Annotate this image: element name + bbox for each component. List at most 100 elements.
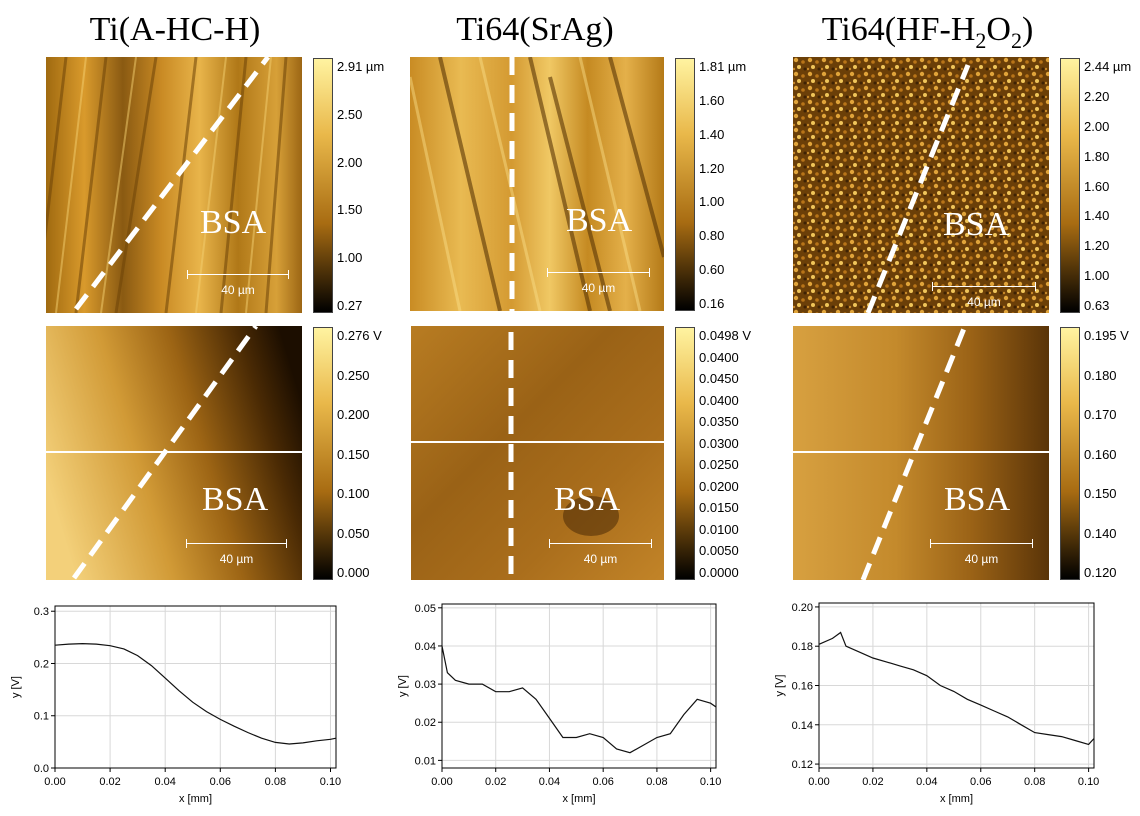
bsa-label-kpfm-3: BSA (944, 481, 1011, 518)
colorbar-tick-label: 1.40 (699, 126, 725, 142)
colorbar-tick-label: 0.0450 (699, 371, 739, 387)
y-tick-label: 0.02 (415, 717, 436, 729)
colorbar-topo-3 (1060, 58, 1080, 313)
colorbar-tick-label: 0.170 (1084, 407, 1117, 422)
colorbar-topo-1 (313, 58, 333, 313)
colorbar-tick-label: 0.63 (1084, 298, 1110, 313)
colorbar-topo-2 (675, 58, 695, 311)
scale-label-topo-3: 40 µm (967, 295, 1001, 309)
y-tick-label: 0.1 (34, 711, 49, 723)
series-line (441, 645, 717, 754)
colorbar-kpfm-2 (675, 327, 695, 580)
scale-bar-kpfm-2 (549, 537, 652, 551)
x-tick-label: 0.08 (265, 776, 286, 788)
y-tick-label: 0.12 (792, 759, 813, 771)
y-tick-label: 0.0 (34, 763, 49, 775)
x-tick-label: 0.02 (485, 776, 506, 788)
colorbar-tick-label: 1.81 µm (699, 59, 747, 74)
colorbar-tick-label: 0.120 (1084, 565, 1117, 580)
x-axis-label: x [mm] (563, 793, 596, 805)
scale-bar-topo-2 (547, 266, 650, 280)
plot-frame (818, 602, 1095, 769)
bsa-label-topo-2: BSA (566, 202, 633, 239)
x-tick-label: 0.10 (320, 776, 341, 788)
panel-title-2: Ti64(SrAg) (456, 11, 614, 48)
colorbar-tick-label: 0.276 V (337, 328, 382, 343)
series-line (54, 642, 337, 745)
colorbar-tick-label: 0.0100 (699, 521, 739, 537)
topography-map-2 (410, 57, 664, 311)
x-tick-label: 0.00 (431, 776, 452, 788)
colorbar-tick-label: 2.20 (1084, 88, 1110, 104)
colorbar-tick-label: 0.0150 (699, 500, 739, 516)
colorbar-tick-label: 0.195 V (1084, 328, 1129, 343)
x-axis-label: x [mm] (940, 793, 973, 805)
colorbar-tick-label: 1.60 (1084, 178, 1110, 194)
colorbar-tick-label: 0.27 (337, 298, 363, 313)
kpfm-map-2 (411, 326, 664, 580)
x-tick-label: 0.08 (1024, 776, 1045, 788)
colorbar-tick-label: 2.00 (1084, 118, 1110, 134)
colorbar-tick-label: 0.140 (1084, 525, 1117, 541)
bsa-label-topo-1: BSA (200, 204, 267, 241)
colorbar-tick-label: 0.16 (699, 296, 725, 311)
x-tick-label: 0.00 (808, 776, 829, 788)
x-tick-label: 0.10 (1078, 776, 1099, 788)
panel-title-3: Ti64(HF-H2O2) (821, 11, 1034, 53)
x-tick-label: 0.02 (862, 776, 883, 788)
colorbar-tick-label: 2.44 µm (1084, 59, 1132, 74)
colorbar-tick-label: 1.40 (1084, 208, 1110, 224)
colorbar-tick-label: 0.250 (337, 367, 370, 383)
x-tick-label: 0.06 (210, 776, 231, 788)
x-tick-label: 0.06 (970, 776, 991, 788)
plot-frame (441, 603, 717, 769)
kpfm-map-3 (793, 326, 1049, 580)
colorbar-tick-label: 0.200 (337, 407, 370, 422)
panel-title-1: Ti(A-HC-H) (89, 11, 261, 48)
colorbar-tick-label: 0.000 (337, 565, 370, 580)
colorbar-kpfm-1 (313, 327, 333, 580)
scale-label-topo-1: 40 µm (221, 283, 255, 297)
colorbar-tick-label: 0.160 (1084, 446, 1117, 462)
x-tick-label: 0.08 (646, 776, 667, 788)
colorbar-tick-label: 1.50 (337, 202, 363, 218)
colorbar-tick-label: 0.0498 V (699, 328, 752, 343)
colorbar-tick-label: 1.20 (1084, 238, 1110, 254)
colorbar-tick-label: 0.60 (699, 262, 725, 278)
topography-map-3 (793, 57, 1049, 313)
x-tick-label: 0.00 (44, 776, 65, 788)
y-tick-label: 0.03 (415, 679, 436, 691)
y-tick-label: 0.18 (792, 641, 813, 653)
colorbar-tick-label: 1.60 (699, 92, 725, 108)
colorbar-tick-label: 1.00 (699, 194, 725, 210)
x-tick-label: 0.04 (539, 776, 560, 788)
y-tick-label: 0.3 (34, 606, 49, 618)
colorbar-tick-label: 0.0250 (699, 457, 739, 473)
series-line (818, 631, 1095, 746)
colorbar-tick-label: 1.20 (699, 160, 725, 176)
colorbar-tick-label: 0.0400 (699, 349, 739, 365)
y-tick-label: 0.05 (415, 603, 436, 615)
bsa-label-topo-3: BSA (943, 206, 1010, 243)
colorbar-tick-label: 0.0000 (699, 565, 739, 580)
topography-map-1 (46, 57, 302, 313)
colorbar-tick-label: 2.91 µm (337, 59, 385, 74)
scale-bar-topo-1 (187, 268, 289, 282)
scale-bar-kpfm-3 (930, 537, 1033, 551)
colorbar-tick-label: 0.80 (699, 228, 725, 244)
scale-label-kpfm-3: 40 µm (964, 552, 999, 566)
x-tick-label: 0.04 (916, 776, 937, 788)
kpfm-map-1 (46, 326, 302, 580)
scale-bar-topo-3 (932, 280, 1036, 294)
bsa-label-kpfm-2: BSA (554, 481, 621, 518)
colorbar-tick-label: 0.150 (1084, 486, 1117, 501)
scale-label-topo-2: 40 µm (581, 281, 616, 295)
colorbar-tick-label: 1.00 (337, 250, 363, 266)
x-tick-label: 0.06 (592, 776, 613, 788)
colorbar-tick-label: 1.80 (1084, 148, 1110, 164)
colorbar-tick-label: 0.050 (337, 525, 370, 541)
colorbar-tick-label: 0.180 (1084, 367, 1117, 383)
y-tick-label: 0.20 (792, 602, 813, 614)
y-axis-label: y [V] (774, 674, 786, 696)
colorbar-tick-label: 0.150 (337, 446, 370, 462)
